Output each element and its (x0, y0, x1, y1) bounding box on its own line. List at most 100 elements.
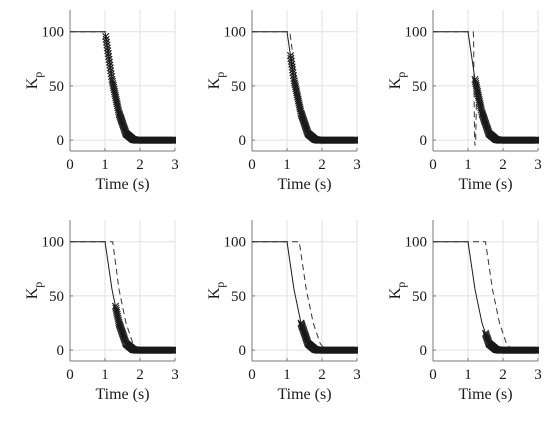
y-tick-label: 0 (239, 343, 247, 359)
y-axis-label-main: K (24, 77, 41, 89)
y-axis-label: Kp (24, 282, 45, 300)
y-tick-label: 100 (405, 25, 428, 41)
series-group (252, 31, 358, 144)
marker-series (471, 75, 539, 144)
y-tick-label: 100 (42, 25, 65, 41)
subplot-5: 0 1 2 3 0 50 100 Time (s) Kp (206, 220, 361, 403)
x-axis-label: Time (s) (458, 386, 512, 403)
x-tick-label: 3 (353, 367, 361, 383)
subplot-6: 0 1 2 3 0 50 100 Time (s) Kp (387, 220, 542, 403)
x-tick-label: 1 (283, 367, 291, 383)
y-tick-label: 50 (49, 79, 64, 95)
x-tick-label: 2 (318, 157, 326, 173)
x-tick-label: 3 (171, 157, 179, 173)
subplot-2: 0 1 2 3 0 50 100 Time (s) Kp (206, 10, 361, 193)
marker-series (111, 302, 176, 354)
y-tick-label: 0 (57, 343, 65, 359)
y-tick-label: 0 (239, 133, 247, 149)
x-marker (290, 74, 298, 83)
dashed-series-line (70, 241, 175, 351)
x-marker (288, 60, 296, 68)
y-axis-label-main: K (387, 287, 404, 299)
x-axis-label: Time (s) (458, 176, 512, 193)
x-marker (353, 136, 358, 144)
y-tick-label: 100 (224, 25, 247, 41)
x-marker (107, 67, 115, 75)
x-tick-label: 0 (429, 157, 437, 173)
marker-series (297, 319, 358, 354)
x-tick-label: 3 (534, 367, 542, 383)
x-axis-label: Time (s) (277, 176, 331, 193)
x-tick-label: 3 (171, 367, 179, 383)
y-axis-label-main: K (206, 77, 223, 89)
y-tick-label: 0 (420, 133, 428, 149)
x-marker (102, 35, 110, 43)
x-marker (102, 32, 110, 41)
x-marker (105, 52, 113, 61)
x-marker (107, 70, 115, 78)
x-tick-label: 2 (499, 157, 507, 173)
y-axis-label: Kp (206, 72, 227, 90)
y-tick-label: 100 (405, 235, 428, 251)
y-axis-label: Kp (387, 72, 408, 90)
y-tick-label: 50 (49, 289, 64, 305)
x-marker (105, 55, 113, 63)
dashed-series-line (433, 31, 538, 146)
x-marker (287, 57, 295, 65)
marker-series (286, 51, 358, 144)
x-tick-label: 1 (283, 157, 291, 173)
series-group (70, 241, 176, 354)
dashed-series-line (433, 241, 538, 351)
x-marker (287, 54, 295, 63)
y-tick-label: 0 (420, 343, 428, 359)
subplot-4: 0 1 2 3 0 50 100 Time (s) Kp (24, 220, 179, 403)
y-axis-label-sub: p (213, 72, 227, 78)
y-axis-label: Kp (387, 282, 408, 300)
y-tick-label: 0 (57, 133, 65, 149)
x-marker (353, 346, 358, 354)
x-tick-label: 2 (318, 367, 326, 383)
x-axis-label: Time (s) (277, 386, 331, 403)
x-tick-label: 3 (534, 157, 542, 173)
x-marker (171, 346, 176, 354)
marker-series (102, 32, 176, 144)
subplot-3: 0 1 2 3 0 50 100 Time (s) Kp (387, 10, 542, 193)
y-axis-label-sub: p (31, 282, 45, 288)
y-tick-label: 50 (231, 289, 246, 305)
series-group (70, 31, 176, 144)
y-axis-label: Kp (206, 282, 227, 300)
x-marker (289, 66, 297, 74)
x-marker (286, 51, 295, 60)
x-marker (105, 58, 114, 66)
x-tick-label: 0 (66, 367, 74, 383)
x-tick-label: 0 (248, 367, 256, 383)
x-tick-label: 2 (499, 367, 507, 383)
x-tick-label: 0 (66, 157, 74, 173)
y-tick-label: 50 (231, 79, 246, 95)
x-marker (102, 38, 111, 46)
x-marker (289, 69, 297, 77)
x-tick-label: 1 (464, 367, 472, 383)
x-tick-label: 3 (353, 157, 361, 173)
y-axis-label-main: K (24, 287, 41, 299)
y-tick-label: 100 (42, 235, 65, 251)
x-marker (103, 44, 111, 52)
x-marker (534, 136, 539, 144)
series-group (433, 31, 539, 146)
y-tick-label: 100 (224, 235, 247, 251)
x-tick-label: 2 (136, 367, 144, 383)
x-marker (534, 346, 539, 354)
y-axis-label-main: K (206, 287, 223, 299)
x-marker (288, 63, 296, 71)
subplot-1: 0 1 2 3 0 50 100 Time (s) Kp (24, 10, 179, 193)
y-tick-label: 50 (412, 79, 427, 95)
y-axis-label-main: K (387, 77, 404, 89)
x-tick-label: 2 (136, 157, 144, 173)
x-tick-label: 0 (248, 157, 256, 173)
y-axis-label: Kp (24, 72, 45, 90)
x-marker (103, 41, 111, 49)
x-tick-label: 0 (429, 367, 437, 383)
y-axis-label-sub: p (394, 72, 408, 78)
y-axis-label-sub: p (31, 72, 45, 78)
